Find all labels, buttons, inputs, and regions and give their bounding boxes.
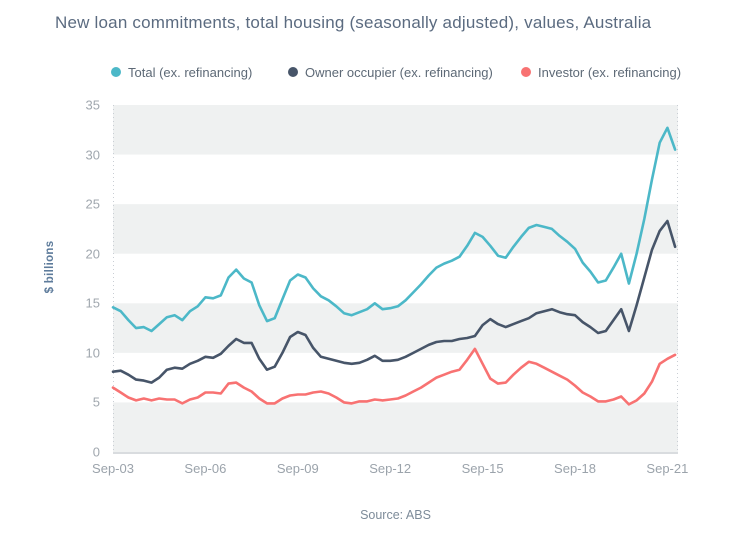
legend-label-investor: Investor (ex. refinancing) — [538, 64, 682, 80]
legend-dot-investor-icon — [521, 67, 531, 77]
legend-label-owner-occupier: Owner occupier (ex. refinancing) — [305, 64, 493, 80]
y-tick-label: 10 — [85, 345, 100, 361]
legend-item-total: Total (ex. refinancing) — [111, 64, 252, 80]
series-line-total — [111, 126, 677, 333]
grid-band — [113, 303, 678, 353]
x-tick-label: Sep-18 — [554, 461, 596, 476]
x-tick-label: Sep-15 — [461, 461, 504, 476]
y-tick-label: 20 — [85, 246, 100, 262]
source-note: Source: ABS — [360, 508, 431, 522]
grid-band — [113, 402, 678, 452]
x-tick-label: Sep-09 — [276, 461, 319, 476]
y-tick-label: 5 — [92, 394, 100, 410]
series-line-owner-occupier — [111, 219, 677, 384]
grid-band — [113, 105, 678, 155]
y-tick-label: 35 — [85, 97, 100, 113]
legend: Total (ex. refinancing) Owner occupier (… — [0, 64, 750, 80]
legend-dot-owner-occupier-icon — [288, 67, 298, 77]
series-line-investor — [111, 347, 677, 406]
x-tick-label: Sep-12 — [369, 461, 412, 476]
x-tick-label: Sep-03 — [92, 461, 134, 476]
y-tick-label: 30 — [85, 147, 100, 163]
y-tick-label: 0 — [92, 444, 100, 460]
x-tick-label: Sep-06 — [184, 461, 227, 476]
chart-title: New loan commitments, total housing (sea… — [55, 13, 652, 32]
y-tick-label: 25 — [85, 196, 100, 212]
legend-dot-total-icon — [111, 67, 121, 77]
legend-item-owner-occupier: Owner occupier (ex. refinancing) — [288, 64, 493, 80]
y-tick-label: 15 — [85, 295, 100, 311]
x-tick-label: Sep-21 — [646, 461, 689, 476]
x-axis-line — [113, 452, 678, 454]
legend-item-investor: Investor (ex. refinancing) — [521, 64, 681, 80]
grid-band — [113, 204, 678, 254]
legend-label-total: Total (ex. refinancing) — [128, 64, 253, 80]
